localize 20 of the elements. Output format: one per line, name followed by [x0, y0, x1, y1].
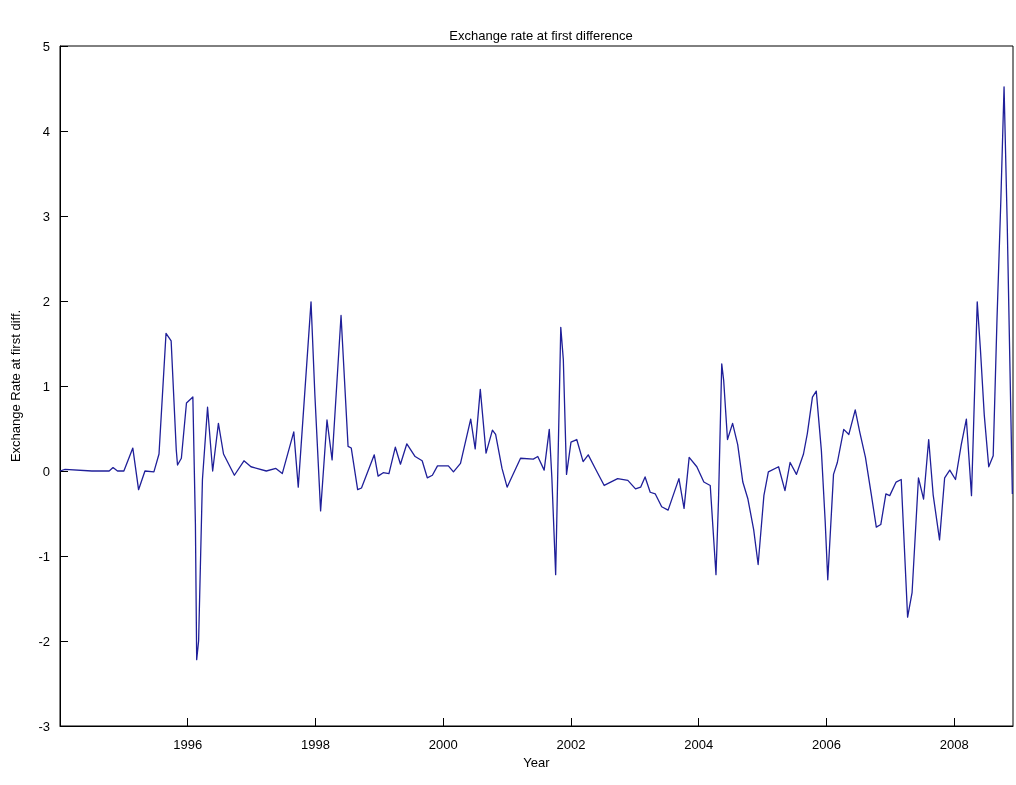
line-series [59, 86, 1014, 661]
y-tick-label: 0 [42, 463, 50, 479]
y-axis-title: Exchange Rate at first diff. [8, 309, 23, 463]
x-tick-label: 2002 [556, 737, 586, 752]
x-tick-label: 1996 [173, 737, 203, 752]
y-tick-label: 5 [42, 38, 50, 54]
y-tick-label: 3 [42, 208, 50, 224]
x-tick-label: 2006 [812, 737, 841, 752]
x-tick-label: 2004 [684, 737, 714, 752]
y-tick-label: 2 [42, 293, 50, 309]
y-tick-label: -1 [38, 548, 50, 564]
chart-title: Exchange rate at first difference [449, 28, 633, 43]
y-tick-label: -2 [38, 633, 50, 649]
x-tick-label: 2000 [428, 737, 458, 752]
y-tick-label: 4 [42, 123, 50, 139]
y-tick-label: -3 [38, 718, 50, 734]
x-tick-label: 1998 [301, 737, 330, 752]
y-tick-label: 1 [42, 378, 50, 394]
x-axis-title: Year [523, 754, 551, 770]
x-tick-label: 2008 [939, 737, 969, 752]
